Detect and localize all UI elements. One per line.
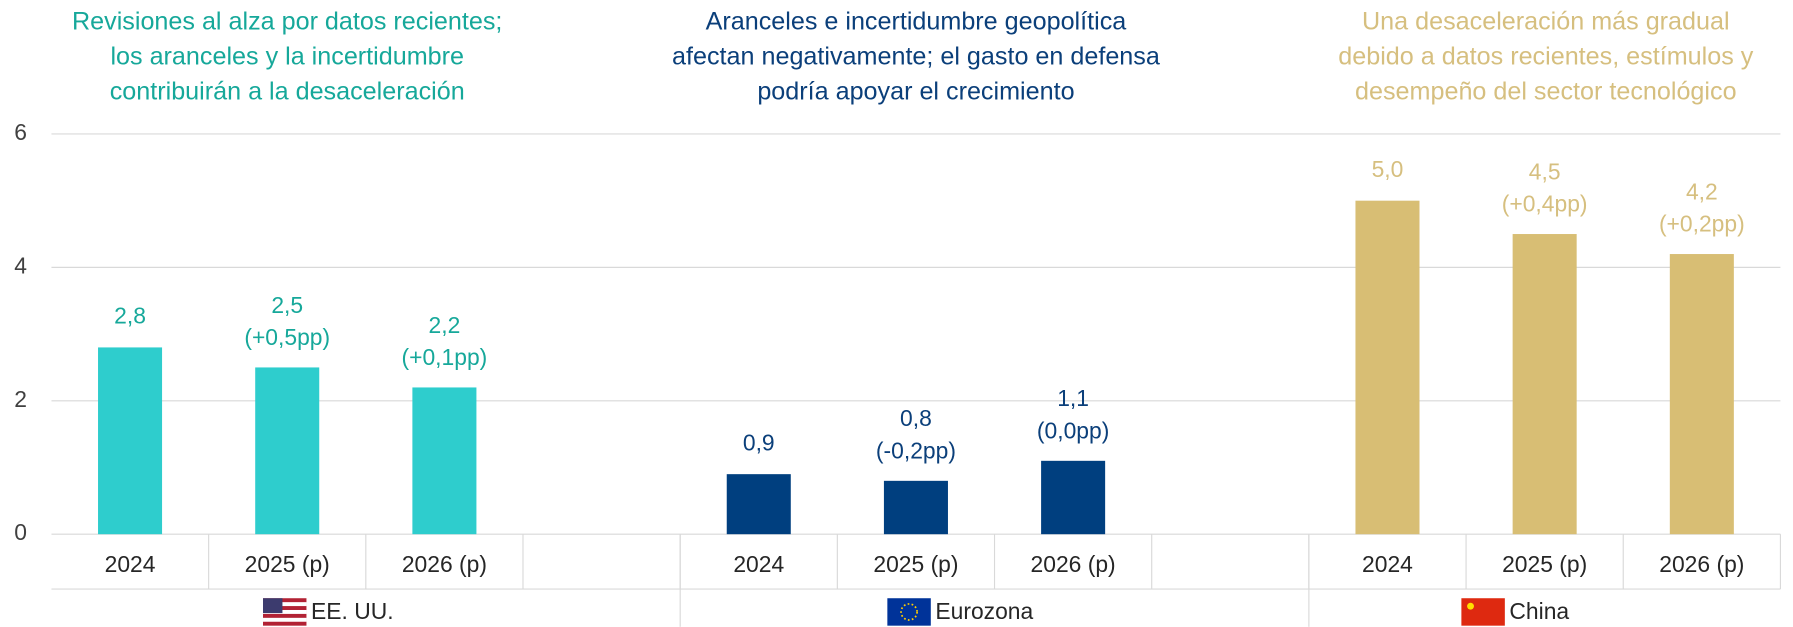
flag-icon xyxy=(1461,598,1505,626)
bar xyxy=(1041,460,1106,535)
x-tick-label: 2024 xyxy=(1362,551,1413,577)
group-label: Eurozona xyxy=(935,598,1033,624)
group-title: Una desaceleración más gradual xyxy=(1362,8,1730,36)
bar xyxy=(1512,234,1577,535)
bar xyxy=(412,387,477,535)
flag xyxy=(263,609,307,614)
group-label: China xyxy=(1509,598,1569,624)
flag xyxy=(1467,602,1474,610)
group-title: debido a datos recientes, estímulos y xyxy=(1338,43,1753,71)
y-tick-label: 6 xyxy=(14,119,27,145)
bar xyxy=(726,474,791,535)
flag xyxy=(263,617,307,622)
value-change: (+0,2pp) xyxy=(1659,210,1745,236)
flag xyxy=(263,602,307,607)
flag-icon xyxy=(263,598,307,626)
x-tick-label: 2024 xyxy=(733,551,784,577)
x-tick-label: 2024 xyxy=(105,551,156,577)
value-label: 2,8 xyxy=(114,303,146,329)
x-tick-label: 2025 (p) xyxy=(1502,551,1587,577)
group-title: afectan negativamente; el gasto en defen… xyxy=(672,43,1160,71)
value-label: 0,9 xyxy=(743,429,775,455)
value-label: 0,8 xyxy=(900,405,932,431)
group-title: podría apoyar el crecimiento xyxy=(757,77,1074,105)
flag-icon xyxy=(887,598,931,626)
value-change: (+0,4pp) xyxy=(1502,190,1588,216)
flag xyxy=(887,598,931,626)
value-change: (-0,2pp) xyxy=(876,437,956,463)
value-change: (+0,1pp) xyxy=(402,344,488,370)
bar xyxy=(255,367,320,535)
x-tick-label: 2025 (p) xyxy=(245,551,330,577)
value-label: 5,0 xyxy=(1372,156,1404,182)
group-title: Aranceles e incertidumbre geopolítica xyxy=(706,8,1127,36)
group-label: EE. UU. xyxy=(311,598,394,624)
flag xyxy=(900,603,918,621)
bar xyxy=(883,480,948,535)
group-title: contribuirán a la desaceleración xyxy=(110,77,465,105)
x-tick-label: 2026 (p) xyxy=(1031,551,1116,577)
y-tick-label: 4 xyxy=(14,252,27,278)
x-tick-label: 2025 (p) xyxy=(873,551,958,577)
x-tick-label: 2026 (p) xyxy=(1659,551,1744,577)
value-label: 4,2 xyxy=(1686,178,1718,204)
value-label: 1,1 xyxy=(1057,385,1089,411)
value-label: 4,5 xyxy=(1529,158,1561,184)
bar xyxy=(1669,254,1734,535)
y-tick-label: 0 xyxy=(14,519,27,545)
value-change: (+0,5pp) xyxy=(244,324,330,350)
bar xyxy=(98,347,163,535)
flag xyxy=(1461,598,1505,626)
value-change: (0,0pp) xyxy=(1037,417,1109,443)
group-title: los aranceles y la incertidumbre xyxy=(110,43,464,71)
value-label: 2,5 xyxy=(271,292,303,318)
bar xyxy=(1355,200,1420,535)
value-label: 2,2 xyxy=(429,312,461,338)
group-title: desempeño del sector tecnológico xyxy=(1355,77,1737,105)
group-title: Revisiones al alza por datos recientes; xyxy=(72,8,502,36)
flag xyxy=(263,598,283,614)
x-tick-label: 2026 (p) xyxy=(402,551,487,577)
y-tick-label: 2 xyxy=(14,386,27,412)
